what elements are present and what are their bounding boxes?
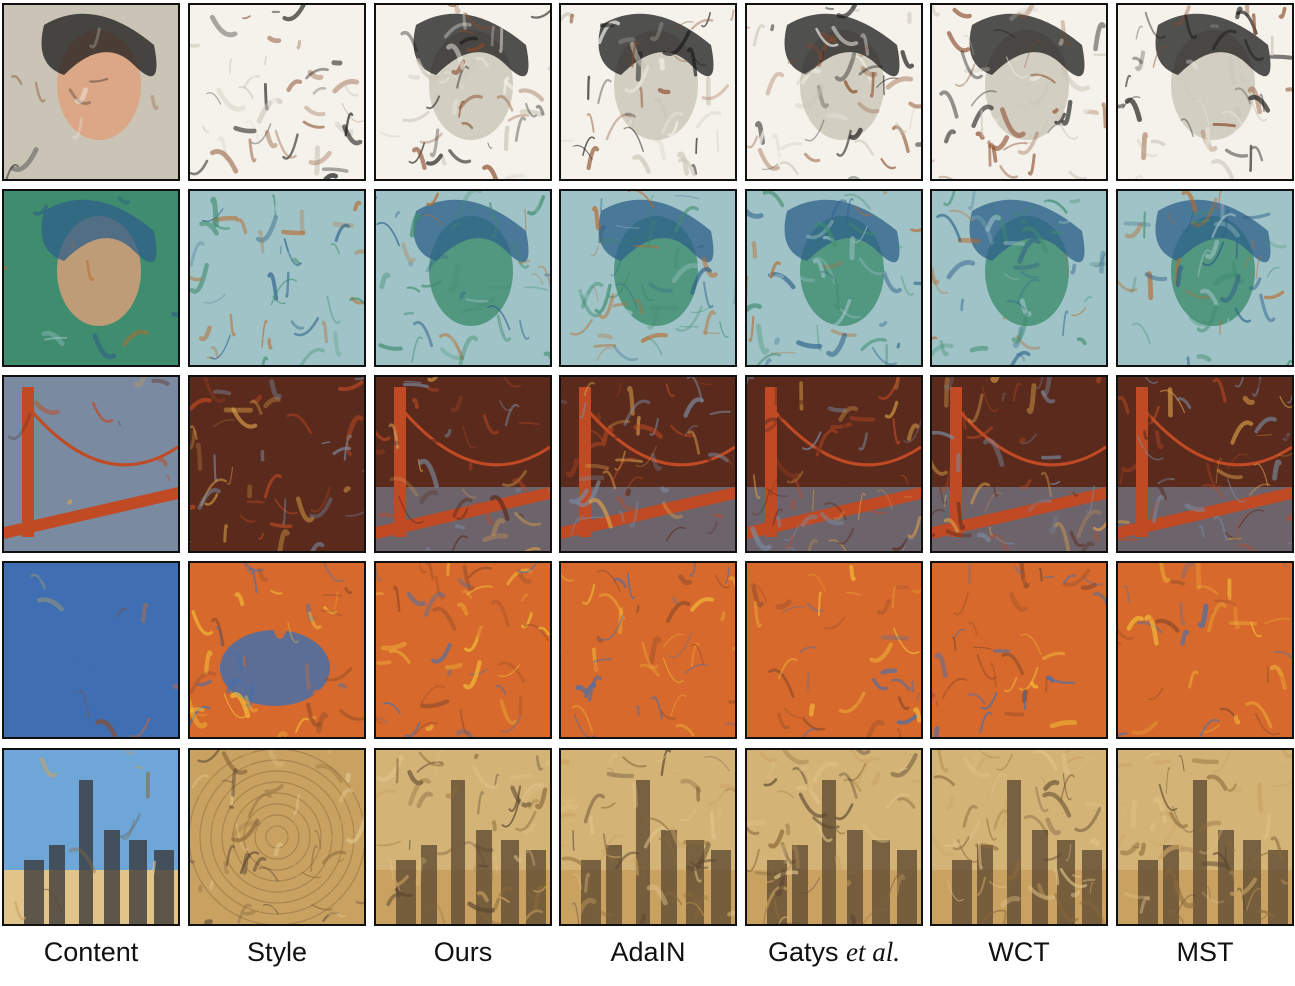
image-wct-picture (932, 377, 1106, 551)
image-mst-picture (1118, 750, 1292, 924)
image-city-rabbit-ours (374, 561, 552, 739)
image-portrait-strokes-content (2, 189, 180, 367)
image-adain-picture (561, 377, 735, 551)
image-gatys-picture (747, 563, 921, 737)
image-style-picture (190, 563, 364, 737)
image-portrait-strokes-adain (559, 189, 737, 367)
image-wct-picture (932, 5, 1106, 179)
image-content-picture (4, 750, 178, 924)
image-skyline-texture-wct (930, 748, 1108, 926)
image-city-rabbit-adain (559, 561, 737, 739)
image-mst-picture (1118, 191, 1292, 365)
image-bridge-tree-gatys (745, 375, 923, 553)
label-adain: AdaIN (610, 937, 686, 967)
image-bridge-tree-content (2, 375, 180, 553)
image-ours-picture (376, 377, 550, 551)
image-bridge-tree-wct (930, 375, 1108, 553)
image-city-rabbit-wct (930, 561, 1108, 739)
image-portrait-strokes-style (188, 189, 366, 367)
label-ours: Ours (433, 937, 493, 967)
image-adain-picture (561, 750, 735, 924)
image-content-picture (4, 5, 178, 179)
image-skyline-texture-mst (1116, 748, 1294, 926)
image-portrait-pollock-mst (1116, 3, 1294, 181)
column-labels: Content Style Ours AdaIN Gatys et al. WCT MST (0, 930, 1295, 986)
image-portrait-strokes-wct (930, 189, 1108, 367)
image-ours-picture (376, 563, 550, 737)
image-content-picture (4, 563, 178, 737)
results-grid (2, 3, 1294, 926)
image-gatys-picture (747, 377, 921, 551)
image-portrait-pollock-gatys (745, 3, 923, 181)
image-city-rabbit-mst (1116, 561, 1294, 739)
label-style: Style (246, 937, 308, 967)
image-portrait-strokes-gatys (745, 189, 923, 367)
image-portrait-pollock-wct (930, 3, 1108, 181)
image-bridge-tree-ours (374, 375, 552, 553)
image-skyline-texture-ours (374, 748, 552, 926)
image-style-picture (190, 377, 364, 551)
image-portrait-strokes-ours (374, 189, 552, 367)
label-mst: MST (1176, 937, 1234, 967)
image-bridge-tree-adain (559, 375, 737, 553)
label-gatys: Gatys et al. (767, 937, 901, 967)
image-city-rabbit-content (2, 561, 180, 739)
image-ours-picture (376, 750, 550, 924)
image-city-rabbit-style (188, 561, 366, 739)
image-style-picture (190, 750, 364, 924)
image-adain-picture (561, 191, 735, 365)
image-gatys-picture (747, 5, 921, 179)
image-wct-picture (932, 750, 1106, 924)
image-skyline-texture-gatys (745, 748, 923, 926)
image-wct-picture (932, 191, 1106, 365)
image-portrait-pollock-ours (374, 3, 552, 181)
image-gatys-picture (747, 750, 921, 924)
image-content-picture (4, 377, 178, 551)
image-style-picture (190, 5, 364, 179)
image-bridge-tree-style (188, 375, 366, 553)
label-wct: WCT (988, 937, 1050, 967)
image-ours-picture (376, 191, 550, 365)
image-bridge-tree-mst (1116, 375, 1294, 553)
image-skyline-texture-adain (559, 748, 737, 926)
image-ours-picture (376, 5, 550, 179)
image-skyline-texture-style (188, 748, 366, 926)
image-portrait-pollock-adain (559, 3, 737, 181)
image-portrait-strokes-mst (1116, 189, 1294, 367)
image-portrait-pollock-style (188, 3, 366, 181)
image-skyline-texture-content (2, 748, 180, 926)
image-gatys-picture (747, 191, 921, 365)
image-mst-picture (1118, 563, 1292, 737)
image-city-rabbit-gatys (745, 561, 923, 739)
image-mst-picture (1118, 5, 1292, 179)
image-content-picture (4, 191, 178, 365)
image-wct-picture (932, 563, 1106, 737)
image-mst-picture (1118, 377, 1292, 551)
image-portrait-pollock-content (2, 3, 180, 181)
image-style-picture (190, 191, 364, 365)
image-adain-picture (561, 563, 735, 737)
label-content: Content (43, 937, 139, 967)
image-adain-picture (561, 5, 735, 179)
